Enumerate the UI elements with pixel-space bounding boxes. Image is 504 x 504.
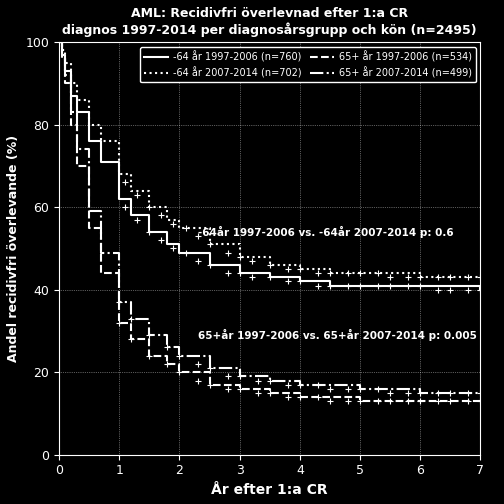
Legend: -64 år 1997-2006 (n=760), -64 år 2007-2014 (n=702), 65+ år 1997-2006 (n=534), 65: -64 år 1997-2006 (n=760), -64 år 2007-20… [140,47,476,83]
Text: -64år 1997-2006 vs. -64år 2007-2014 p: 0.6: -64år 1997-2006 vs. -64år 2007-2014 p: 0… [198,226,453,238]
Title: AML: Recidivfri överlevnad efter 1:a CR
diagnos 1997-2014 per diagnosårsgrupp oc: AML: Recidivfri överlevnad efter 1:a CR … [62,7,477,37]
Y-axis label: Andel recidivfri överlevande (%): Andel recidivfri överlevande (%) [7,135,20,362]
Text: 65+år 1997-2006 vs. 65+år 2007-2014 p: 0.005: 65+år 1997-2006 vs. 65+år 2007-2014 p: 0… [198,329,476,341]
X-axis label: År efter 1:a CR: År efter 1:a CR [212,483,328,497]
